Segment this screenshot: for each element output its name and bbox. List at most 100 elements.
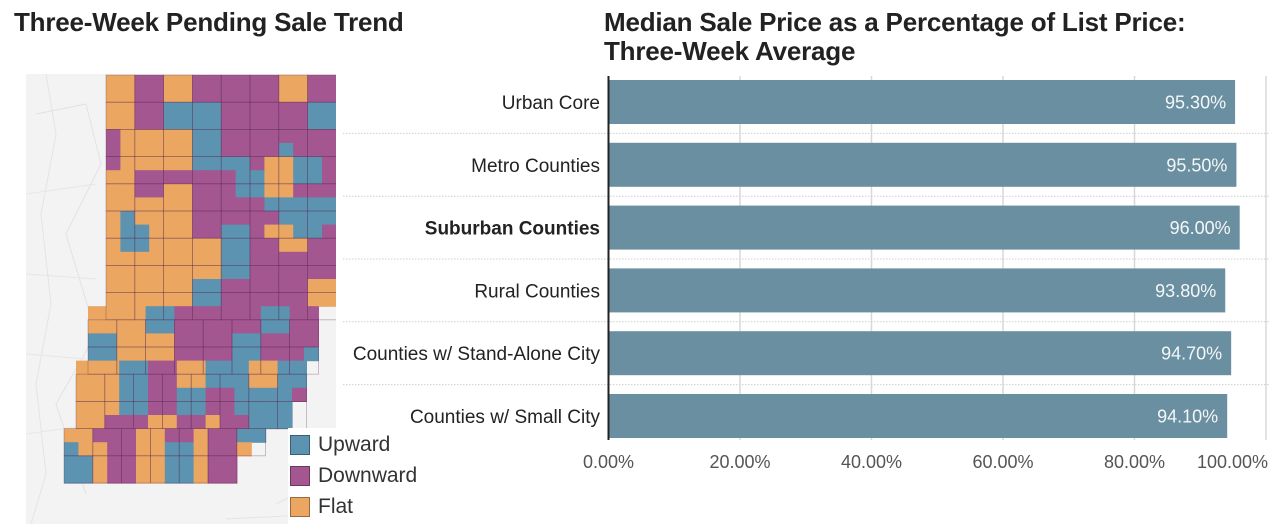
county-shapes [63,74,336,484]
county-border [191,210,222,239]
county-downward [203,347,219,362]
county-flat [278,170,294,185]
county-border [163,129,193,158]
county-downward [322,224,336,239]
county-flat [178,197,193,212]
county-flat [163,197,179,212]
county-upward [205,360,221,375]
county-flat [178,265,193,280]
county-upward [235,156,251,171]
county-flat [90,374,106,389]
county-flat [136,442,151,457]
x-tick-label: 20.00% [709,452,770,472]
county-upward [206,292,222,307]
county-flat [106,224,121,239]
county-flat [106,265,121,280]
county-border [278,183,309,212]
county-upward [160,306,175,321]
county-flat [106,183,121,198]
chart-x-axis: 0.00% 20.00% 40.00% 60.00% 80.00% 100.00% [583,76,1268,472]
county-downward [304,319,319,334]
county-flat [263,374,279,389]
county-upward [234,387,250,402]
county-downward [264,143,280,158]
county-flat [104,401,120,416]
county-border [220,74,251,103]
county-border [134,210,165,239]
category-label: Suburban Counties [425,219,600,240]
county-downward [322,129,336,144]
county-flat [106,115,121,130]
county-downward [92,428,108,443]
county-flat [120,156,136,171]
county-downward [322,156,336,171]
county-downward [250,88,265,103]
county-downward [221,183,237,198]
county-downward [307,129,323,144]
county-flat [264,224,280,239]
county-downward [235,129,251,144]
county-flat [90,401,106,416]
county-border [163,264,193,293]
county-border [278,264,309,293]
county-flat [178,251,193,266]
county-border [278,210,309,239]
county-flat [206,265,222,280]
county-border [173,319,204,348]
county-border [161,373,192,402]
county-downward [260,333,276,348]
county-flat [176,374,192,389]
county-border [92,455,123,484]
county-border [134,129,165,158]
county-upward [307,156,323,171]
county-upward [179,442,195,457]
county-downward [221,88,237,103]
county-border [191,129,222,158]
county-flat [163,183,179,198]
county-downward [121,442,137,457]
x-tick-label: 40.00% [841,452,902,472]
county-upward [277,401,293,416]
county-downward [307,88,323,103]
county-border [105,183,136,212]
county-downward [206,211,222,226]
county-flat [264,170,280,185]
county-upward [292,360,307,375]
bar [608,142,1237,187]
county-flat [278,156,294,171]
county-flat [176,360,192,375]
county-downward [246,319,262,334]
county-upward [307,170,323,185]
county-downward [162,401,178,416]
county-downward [220,387,235,402]
county-downward [104,415,120,430]
county-downward [134,170,150,185]
county-upward [275,306,291,321]
county-flat [104,360,120,375]
county-flat [116,347,132,362]
county-flat [78,428,94,443]
county-downward [264,251,280,266]
county-upward [163,102,179,117]
county-flat [120,75,136,90]
bar-value-label: 95.50% [1166,155,1227,175]
legend-label-upward: Upward [318,433,391,456]
county-flat [163,88,179,103]
bar [608,394,1228,438]
county-border [163,156,193,185]
county-upward [307,197,323,212]
county-downward [149,88,165,103]
county-border [202,346,233,375]
county-border [220,129,251,158]
county-upward [164,469,180,484]
county-flat [148,415,163,430]
county-downward [208,442,223,457]
county-flat [163,265,179,280]
county-downward [149,102,165,117]
county-border [278,292,309,321]
county-flat [120,102,136,117]
county-flat [191,360,207,375]
county-border [191,101,222,130]
county-downward [250,211,265,226]
county-flat [106,75,121,90]
